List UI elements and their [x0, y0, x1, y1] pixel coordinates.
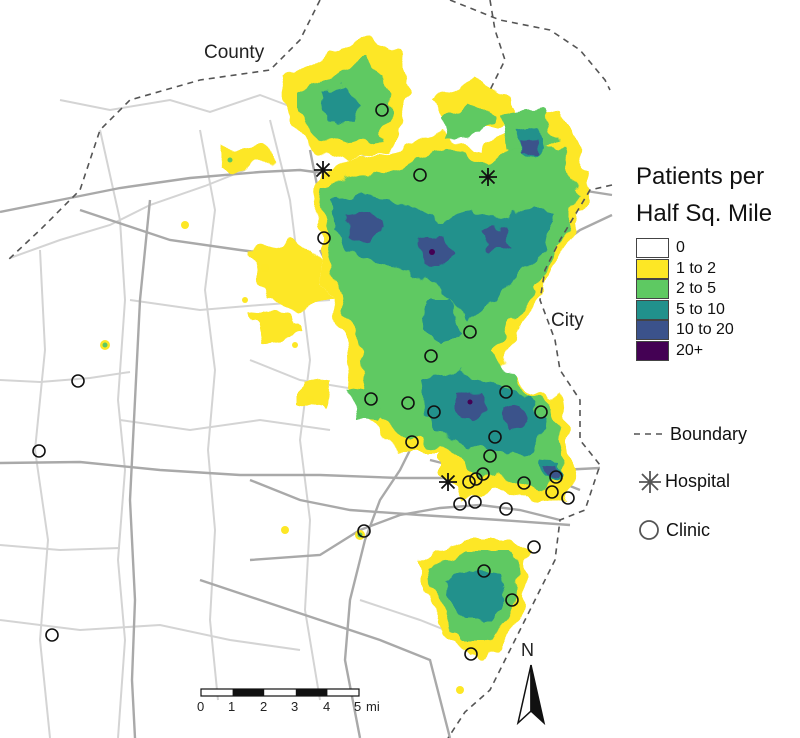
hospital-asterisk-icon [314, 161, 332, 179]
legend-clinic-label: Clinic [666, 520, 711, 540]
legend-swatch [636, 320, 669, 341]
hospital-asterisk-icon [639, 471, 661, 493]
legend-bin-label: 1 to 2 [676, 259, 717, 277]
north-arrow-icon [516, 664, 546, 726]
clinic-circle-icon [534, 405, 548, 419]
legend-bin-row: 10 to 20 [636, 320, 796, 341]
scale-segment [295, 689, 328, 696]
clinic-circle-icon [317, 231, 331, 245]
clinic-circle-icon [639, 520, 659, 540]
clinic-circle-icon [469, 472, 483, 486]
legend-swatch [636, 340, 669, 361]
county-boundary [7, 0, 321, 261]
clinic-circle-icon [499, 385, 513, 399]
legend-bin-label: 0 [676, 239, 685, 257]
clinic-circle-icon [464, 647, 478, 661]
scale-tick-label: 0 [197, 699, 205, 714]
legend-bin-row: 0 [636, 238, 796, 259]
density-10-to-20 [345, 138, 558, 478]
legend-bin-label: 20+ [676, 341, 704, 359]
clinic-circle-icon [477, 564, 491, 578]
clinic-circle-icon [71, 374, 85, 388]
hospitals [314, 161, 497, 491]
legend-swatch [636, 279, 669, 300]
clinic-circle-icon [527, 540, 541, 554]
scale-bar [200, 688, 360, 697]
county-label: County [204, 42, 265, 63]
county-boundary-northeast [449, 0, 611, 91]
clinic-circle-icon [424, 349, 438, 363]
city-label: City [551, 310, 584, 331]
clinic-circle-icon [375, 103, 389, 117]
clinic-circle-icon [488, 430, 502, 444]
clinic-circle-icon [463, 325, 477, 339]
clinic-circle-icon [401, 396, 415, 410]
clinic-circle-icon [545, 485, 559, 499]
clinics [32, 103, 575, 661]
clinic-circle-icon [405, 435, 419, 449]
legend-bin-label: 10 to 20 [676, 321, 734, 339]
city-boundary [447, 184, 613, 738]
county-boundary-east [489, 0, 506, 91]
legend-title-line2: Half Sq. Mile [636, 200, 773, 227]
scale-segment [232, 689, 265, 696]
legend-hospital-label: Hospital [665, 471, 731, 491]
legend-swatch [636, 258, 669, 279]
hospital-asterisk-icon [479, 168, 497, 186]
scale-tick-label: 3 [291, 699, 299, 714]
legend-swatch [636, 299, 669, 320]
legend-bin-label: 2 to 5 [676, 280, 717, 298]
legend-bins: 0 1 to 2 2 to 5 5 to 10 10 to 20 20+ [636, 238, 796, 361]
scale-tick-label: 4 [323, 699, 331, 714]
clinic-circle-icon [364, 392, 378, 406]
legend-boundary-label: Boundary [670, 424, 748, 444]
clinic-circle-icon [517, 476, 531, 490]
clinic-circle-icon [453, 497, 467, 511]
clinic-circle-icon [427, 405, 441, 419]
scale-unit-label: mi [366, 699, 380, 714]
legend-title-line1: Patients per [636, 163, 765, 190]
boundaries [7, 0, 613, 738]
clinic-circle-icon [483, 449, 497, 463]
map-legend: Patients per Half Sq. Mile 0 1 to 2 2 to 5… [636, 158, 796, 361]
clinic-circle-icon [357, 524, 371, 538]
density-surface [100, 40, 590, 694]
clinic-circle-icon [476, 467, 490, 481]
clinic-circle-icon [413, 168, 427, 182]
scale-tick-label: 2 [260, 699, 268, 714]
hospital-asterisk-icon [439, 473, 457, 491]
legend-swatch [636, 238, 669, 259]
legend-bin-row: 1 to 2 [636, 258, 796, 280]
clinic-circle-icon [549, 470, 563, 484]
clinic-circle-icon [45, 628, 59, 642]
legend-bin-row: 5 to 10 [636, 299, 796, 321]
scale-tick-label: 1 [228, 699, 236, 714]
clinic-circle-icon [499, 502, 513, 516]
density-20-plus [429, 249, 473, 405]
scale-tick-label: 5 [354, 699, 362, 714]
clinic-circle-icon [32, 444, 46, 458]
legend-symbols [634, 433, 664, 540]
legend-bin-row: 20+ [636, 340, 796, 362]
clinic-circle-icon [462, 475, 476, 489]
legend-bin-row: 2 to 5 [636, 279, 796, 300]
clinic-circle-icon [505, 593, 519, 607]
north-label: N [521, 640, 534, 660]
clinic-circle-icon [561, 491, 575, 505]
legend-bin-label: 5 to 10 [676, 300, 725, 318]
clinic-circle-icon [468, 495, 482, 509]
